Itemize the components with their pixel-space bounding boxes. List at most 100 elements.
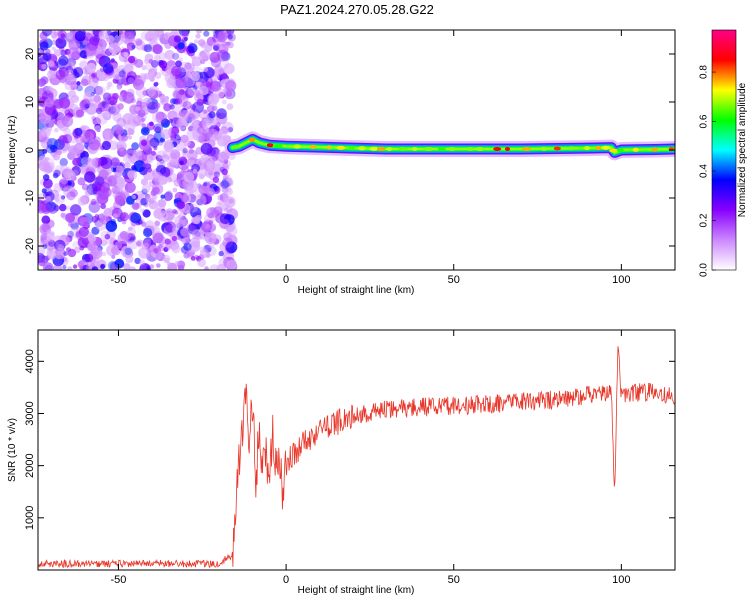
- noise-blob: [60, 176, 69, 185]
- noise-blob: [226, 259, 237, 270]
- noise-blob: [205, 156, 217, 168]
- noise-blob: [116, 185, 123, 192]
- noise-blob: [66, 191, 76, 201]
- noise-blob: [93, 85, 104, 96]
- noise-blob: [127, 232, 134, 239]
- noise-blob: [163, 247, 169, 253]
- noise-blob: [206, 147, 216, 157]
- noise-blob: [72, 157, 81, 167]
- noise-blob: [86, 51, 92, 57]
- noise-blob: [69, 189, 78, 198]
- noise-blob: [84, 131, 91, 139]
- noise-blob: [124, 161, 131, 168]
- noise-blob: [95, 86, 106, 97]
- x-tick-label: 0: [283, 274, 289, 286]
- noise-blob: [113, 34, 125, 46]
- noise-blob: [68, 90, 76, 98]
- noise-blob: [131, 44, 136, 50]
- signal-hotspot: [369, 146, 379, 151]
- noise-blob: [38, 192, 46, 201]
- noise-blob: [102, 63, 114, 74]
- noise-blob: [122, 91, 135, 104]
- noise-blob: [173, 98, 181, 105]
- noise-blob: [141, 65, 147, 71]
- noise-blob: [92, 117, 102, 126]
- noise-blob: [42, 174, 50, 181]
- noise-blob: [225, 90, 233, 97]
- noise-blob: [170, 149, 181, 160]
- noise-blob: [95, 53, 106, 65]
- noise-blob: [45, 48, 51, 54]
- noise-blob: [140, 107, 146, 114]
- noise-blob: [206, 161, 213, 167]
- noise-blob: [84, 253, 94, 263]
- noise-blob: [78, 226, 89, 237]
- noise-blob: [130, 232, 135, 238]
- noise-blob: [53, 49, 62, 57]
- noise-blob: [98, 189, 109, 200]
- colorbar-tick-label: 0.6: [699, 114, 710, 128]
- signal-hotspot: [336, 145, 346, 150]
- noise-blob: [188, 203, 198, 213]
- noise-blob: [113, 240, 119, 246]
- signal-hotspot: [504, 147, 511, 151]
- noise-blob: [163, 141, 174, 153]
- noise-blob: [209, 264, 220, 270]
- noise-blob: [225, 80, 237, 92]
- noise-blob: [124, 65, 131, 73]
- noise-blob: [175, 77, 187, 89]
- noise-blob: [153, 171, 163, 182]
- noise-blob: [126, 227, 137, 237]
- noise-blob: [129, 156, 138, 165]
- noise-blob: [65, 205, 71, 211]
- noise-blob: [150, 150, 156, 156]
- noise-blob: [54, 247, 66, 260]
- noise-blob: [55, 69, 66, 80]
- noise-blob: [128, 226, 133, 231]
- noise-blob: [67, 181, 72, 186]
- noise-blob: [100, 203, 107, 210]
- noise-blob: [203, 182, 208, 187]
- noise-blob: [173, 179, 182, 187]
- noise-blob: [167, 162, 172, 167]
- noise-blob: [206, 207, 218, 219]
- noise-blob: [160, 194, 165, 199]
- noise-blob: [172, 89, 183, 100]
- noise-blob: [172, 187, 178, 193]
- noise-blob: [91, 73, 96, 78]
- noise-blob: [38, 155, 47, 165]
- noise-blob: [190, 256, 196, 261]
- signal-hotspot: [466, 147, 475, 151]
- noise-blob: [166, 208, 173, 216]
- noise-blob: [145, 194, 156, 205]
- noise-blob: [133, 160, 146, 173]
- noise-blob: [51, 40, 57, 46]
- y-tick-label: 0: [24, 147, 36, 153]
- noise-blob: [140, 198, 148, 206]
- signal-hotspot: [386, 147, 393, 151]
- noise-blob: [221, 168, 228, 176]
- noise-blob: [174, 210, 179, 215]
- noise-blob: [175, 134, 181, 140]
- noise-blob: [91, 266, 99, 270]
- noise-blob: [175, 60, 183, 68]
- noise-blob: [210, 80, 222, 92]
- noise-blob: [59, 203, 67, 212]
- noise-blob: [41, 203, 52, 215]
- noise-blob: [114, 258, 125, 269]
- noise-blob: [105, 220, 118, 232]
- noise-blob: [124, 247, 132, 256]
- noise-blob: [217, 181, 224, 188]
- colorbar: 0.0 0.2 0.4 0.6 0.8 Normalized spectral ampl…: [699, 29, 748, 277]
- noise-blob: [103, 131, 111, 138]
- signal-hotspot: [584, 146, 591, 151]
- noise-blob: [43, 187, 53, 197]
- signal-hotspot: [411, 147, 418, 151]
- noise-blob: [195, 194, 207, 206]
- noise-blob: [153, 248, 159, 254]
- noise-blob: [209, 51, 221, 63]
- noise-blob: [112, 213, 118, 219]
- noise-blob: [137, 111, 147, 122]
- noise-blob: [72, 169, 79, 176]
